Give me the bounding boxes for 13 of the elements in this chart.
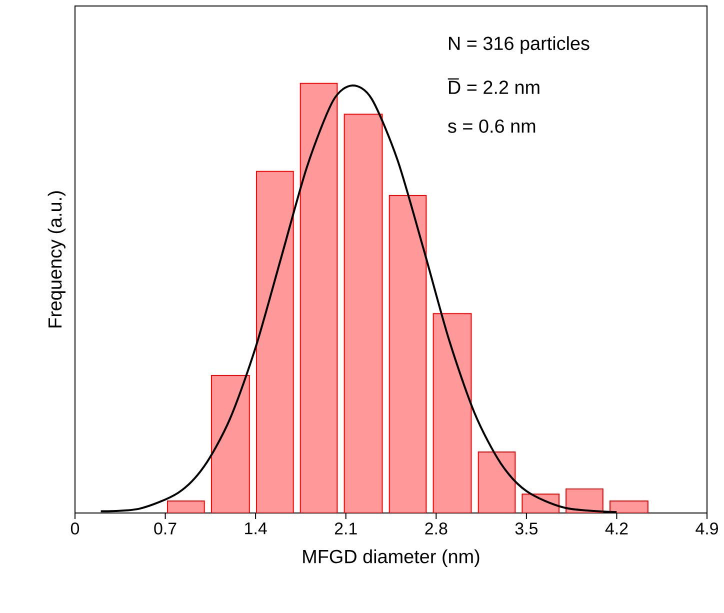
x-tick-label: 2.1 [334, 522, 357, 534]
x-tick-label: 0 [70, 522, 80, 535]
x-axis-title: MFGD diameter (nm) [303, 549, 480, 567]
x-tick-label: 3.5 [515, 522, 538, 535]
annotation: D̅ = 2.2 nm [448, 78, 540, 94]
x-tick-label: 4.2 [605, 522, 628, 534]
text: N = 316 particles [449, 36, 590, 54]
x-tick-label: 4.9 [696, 522, 718, 535]
annotation: s = 0.6 nm [448, 119, 536, 133]
x-tick-label: 1.4 [245, 522, 267, 534]
x-tick-label: 0.7 [154, 522, 176, 535]
x-tick-label: 2.8 [425, 522, 448, 535]
y-axis-title: Frequency (a.u.) [48, 191, 66, 328]
